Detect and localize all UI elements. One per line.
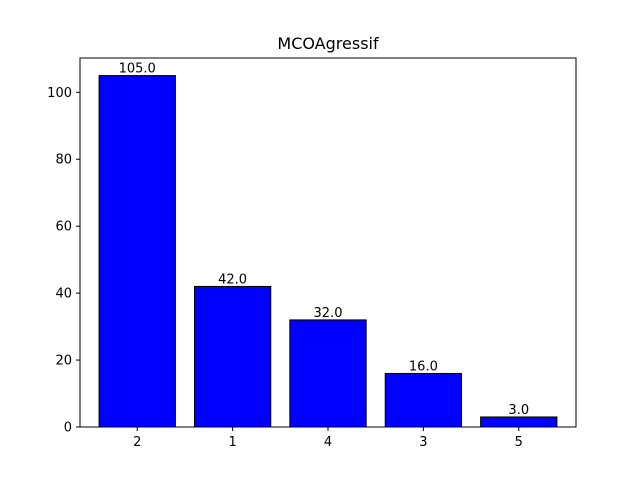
y-tick-label: 60 bbox=[55, 220, 72, 235]
y-tick-label: 0 bbox=[64, 421, 72, 436]
y-tick-label: 80 bbox=[55, 153, 72, 168]
bar bbox=[193, 285, 272, 428]
bar-value-label: 42.0 bbox=[218, 272, 247, 287]
axes-frame bbox=[79, 57, 577, 428]
bar-value-label: 16.0 bbox=[409, 359, 438, 374]
x-tick-label: 4 bbox=[324, 435, 332, 450]
plot-area: 105.0 42.0 32.0 16.0 3.0 2 1 4 3 5 0 20 40 60 80 100 bbox=[47, 62, 558, 450]
y-tick-label: 20 bbox=[55, 354, 72, 369]
bar-value-label: 32.0 bbox=[314, 306, 343, 321]
y-tick-label: 40 bbox=[55, 287, 72, 302]
bar-value-label: 105.0 bbox=[119, 62, 156, 77]
x-tick-label: 2 bbox=[133, 435, 141, 450]
x-tick-label: 1 bbox=[228, 435, 236, 450]
bar bbox=[289, 319, 367, 428]
bar-value-label: 3.0 bbox=[508, 403, 529, 418]
chart-title: MCOAgressif bbox=[277, 34, 379, 53]
bar bbox=[98, 75, 176, 428]
bar bbox=[480, 416, 558, 428]
y-tick-label: 100 bbox=[47, 86, 72, 101]
bar bbox=[384, 372, 463, 428]
x-tick-label: 5 bbox=[515, 435, 523, 450]
x-tick-label: 3 bbox=[419, 435, 427, 450]
